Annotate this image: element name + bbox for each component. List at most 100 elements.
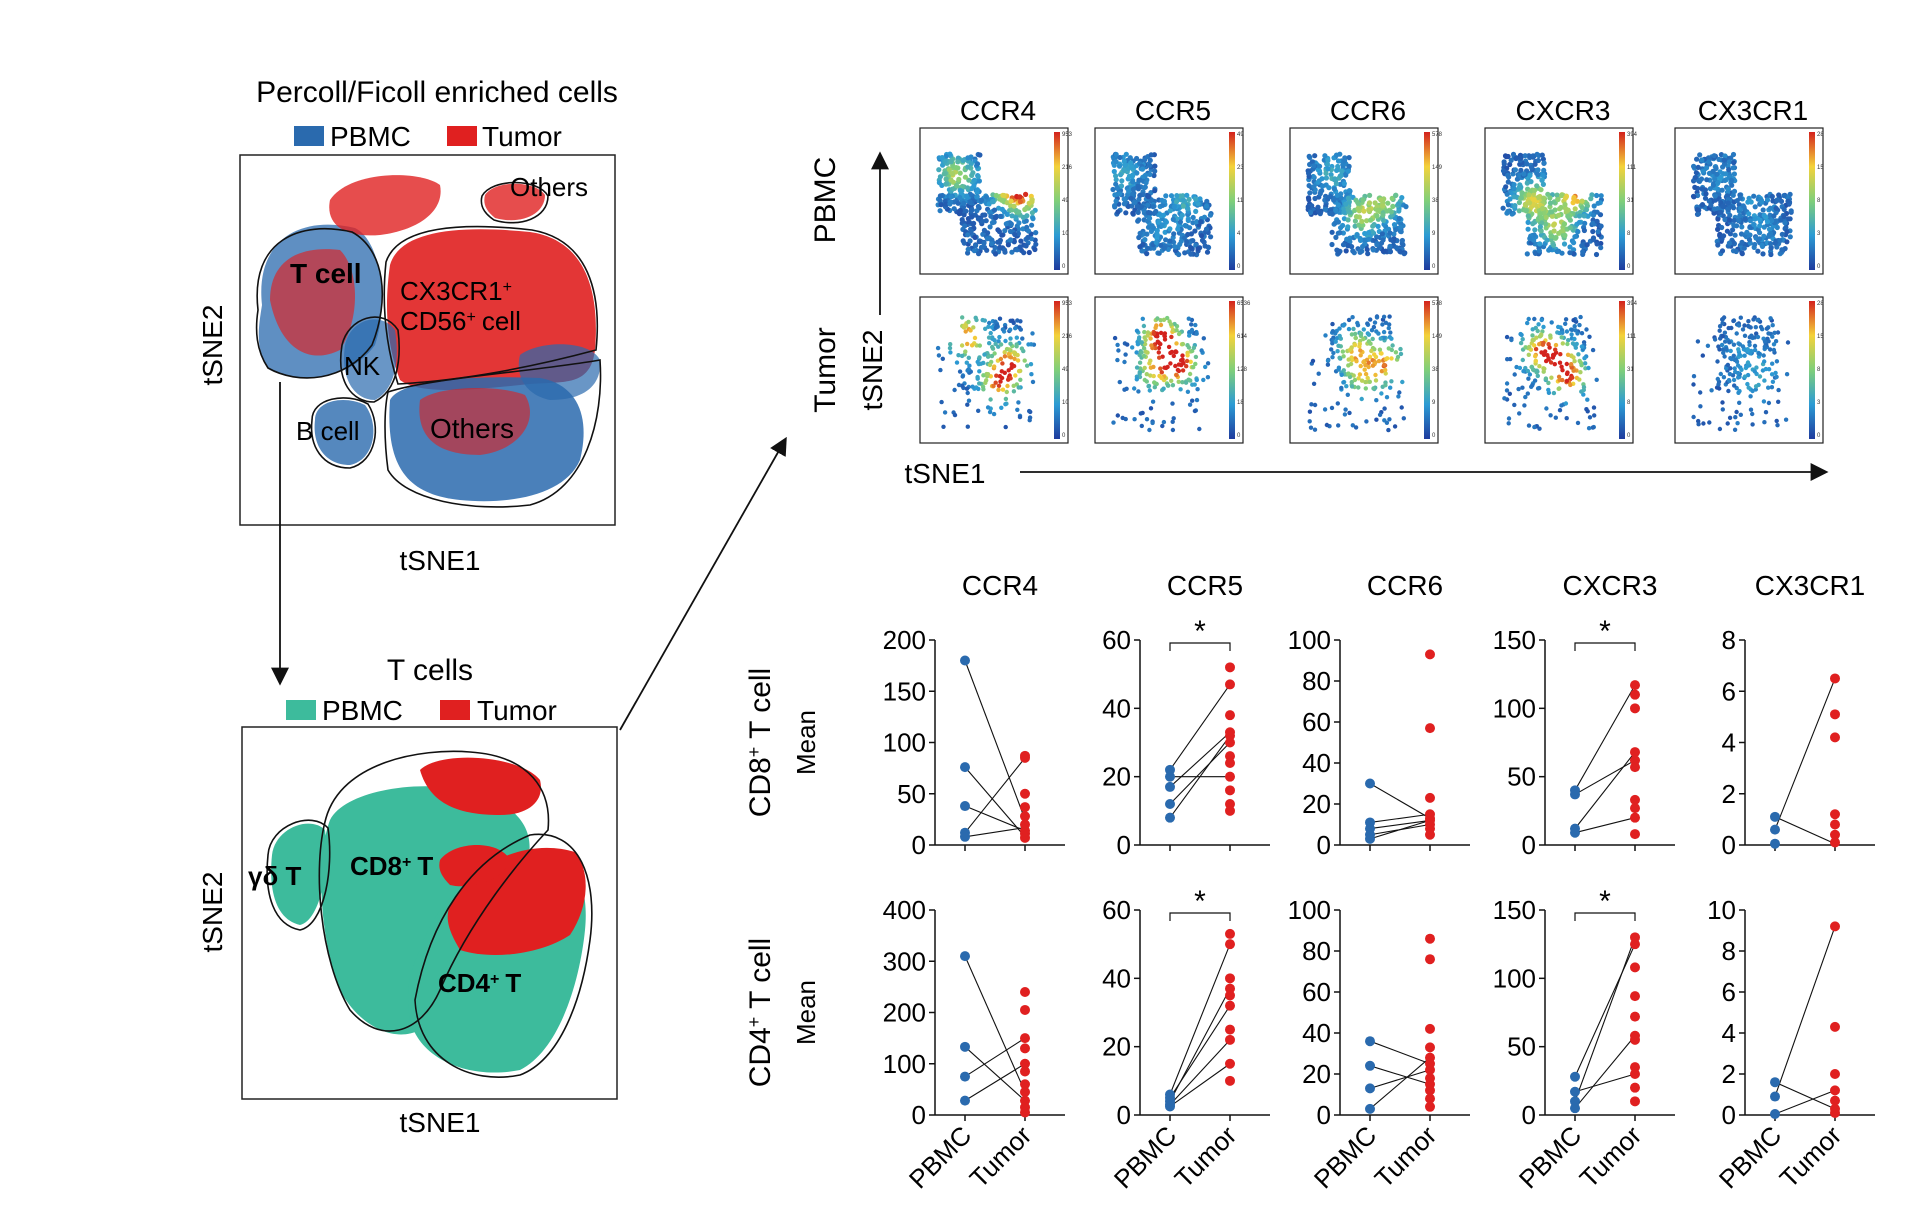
dotplot-row-label-cd4: CD4+ T cell — [744, 938, 777, 1087]
panel-b-cloud-gd — [271, 823, 327, 925]
point-tumor — [1830, 1107, 1840, 1118]
point-tumor — [1425, 723, 1435, 734]
heatmap-colorbar-tick: 0 — [1817, 433, 1821, 439]
heatmap-colorbar — [1054, 301, 1060, 439]
x-tick-label-tumor: Tumor — [1774, 1120, 1848, 1194]
point-tumor — [1630, 1011, 1640, 1022]
y-tick-label: 40 — [1302, 748, 1331, 778]
x-tick-label-tumor: Tumor — [1574, 1120, 1648, 1194]
heatmap-panel-tumor-ccr4: 953 216 49 10 0 — [919, 296, 1073, 444]
y-tick-label: 0 — [1317, 1100, 1331, 1130]
y-tick-label: 100 — [883, 728, 926, 758]
y-tick-label: 60 — [1102, 625, 1131, 655]
y-tick-label: 4 — [1722, 728, 1736, 758]
pair-line — [1169, 742, 1231, 805]
cluster-label-tcell: T cell — [290, 258, 362, 289]
y-tick-label: 8 — [1722, 625, 1736, 655]
heatmap-cells — [1111, 315, 1211, 433]
point-pbmc — [1165, 764, 1175, 775]
heatmap-colorbar-tick: 0 — [1817, 264, 1821, 270]
pair-line — [1369, 813, 1431, 823]
dotplot-col-title-ccr4: CCR4 — [962, 570, 1038, 601]
point-tumor — [1830, 709, 1840, 720]
heatmap-panel-tumor-cx3cr1: 28 15 8 3 0 — [1674, 296, 1824, 444]
point-tumor — [1225, 805, 1235, 816]
panel-b: T cells PBMC Tumor γδ T CD8+ T CD4+ T tSNE… — [197, 654, 618, 1138]
y-tick-label: 20 — [1102, 762, 1131, 792]
point-tumor — [1425, 1101, 1435, 1112]
panel-a-cloud-nk — [344, 319, 397, 400]
y-tick-label: 200 — [883, 998, 926, 1028]
point-pbmc — [1570, 1071, 1580, 1082]
heatmap-colorbar-tick: 953 — [1062, 132, 1073, 138]
panel-a-cloud-top — [329, 175, 441, 236]
point-tumor — [1225, 1058, 1235, 1069]
heatmap-colorbar-tick: 8 — [1627, 231, 1631, 237]
heatmap-colorbar-tick: 128 — [1237, 367, 1248, 373]
pair-line — [1369, 1040, 1431, 1065]
panel-b-gates — [266, 750, 593, 1078]
panel-a-cluster-labels: Others T cell CX3CR1+ CD56+ cell NK B cel… — [290, 172, 588, 446]
y-tick-label: 0 — [1522, 830, 1536, 860]
pair-line — [964, 955, 1026, 1093]
heatmap-colorbar-tick: 216 — [1062, 334, 1073, 340]
pair-line — [1169, 731, 1231, 788]
heatmap-col-title-cxcr3: CXCR3 — [1516, 95, 1611, 126]
point-tumor — [1830, 837, 1840, 848]
point-tumor — [1630, 755, 1640, 766]
heatmap-cells — [1500, 151, 1604, 258]
point-tumor — [1425, 1064, 1435, 1075]
x-tick-label-pbmc: PBMC — [1308, 1120, 1382, 1194]
point-pbmc — [960, 1041, 970, 1052]
y-tick-label: 0 — [1117, 1100, 1131, 1130]
dotplot-cd8-t-cellccr6: 0 20 40 60 80 100 — [1288, 625, 1470, 860]
point-tumor — [1020, 1107, 1030, 1118]
point-tumor — [1425, 1085, 1435, 1096]
significance-bracket — [1574, 912, 1636, 921]
point-pbmc — [1770, 811, 1780, 822]
pair-line — [1774, 816, 1836, 845]
pair-line — [964, 660, 1026, 820]
heatmap-colorbar — [1424, 132, 1430, 270]
heatmap-colorbar — [1229, 132, 1235, 270]
heatmap-panel-pbmc-ccr5: 49 23 11 4 0 — [1094, 127, 1244, 275]
point-pbmc — [960, 655, 970, 666]
heatmap-colorbar-tick: 49 — [1062, 198, 1069, 204]
panel-a-ylabel: tSNE2 — [197, 305, 228, 386]
heatmap-col-title-ccr6: CCR6 — [1330, 95, 1406, 126]
heatmap-colorbar-tick: 23 — [1237, 165, 1244, 171]
y-tick-label: 50 — [1507, 1032, 1536, 1062]
point-tumor — [1630, 1096, 1640, 1107]
pair-line — [1574, 1073, 1636, 1093]
point-tumor — [1225, 751, 1235, 762]
panel-a-title: Percoll/Ficoll enriched cells — [256, 76, 618, 109]
y-tick-label: 60 — [1302, 707, 1331, 737]
point-tumor — [1830, 1021, 1840, 1032]
point-tumor — [1830, 673, 1840, 684]
point-tumor — [1225, 1034, 1235, 1045]
dotplot-cd8-t-cellccr5: 0 20 40 60 * — [1102, 615, 1270, 860]
pair-line — [1574, 1035, 1636, 1109]
y-tick-label: 20 — [1102, 1032, 1131, 1062]
pair-line — [1574, 943, 1636, 1077]
heatmap-col-title-cx3cr1: CX3CR1 — [1698, 95, 1808, 126]
heatmap-grid: CCR49532164910095321649100CCR54923114065… — [809, 95, 1829, 489]
heatmap-panel-pbmc-ccr6: 578 149 38 9 0 — [1289, 127, 1443, 275]
y-tick-label: 300 — [883, 946, 926, 976]
heatmap-panel-pbmc-cx3cr1: 28 15 8 3 0 — [1674, 127, 1824, 275]
pair-line — [1369, 1069, 1431, 1089]
point-tumor — [1830, 829, 1840, 840]
gate-cx3cr1 — [383, 225, 599, 385]
y-tick-label: 40 — [1102, 963, 1131, 993]
point-tumor — [1630, 747, 1640, 758]
heatmap-xlabel: tSNE1 — [905, 458, 986, 489]
dot-plots: CCR4 CCR5 CCR6 CXCR3 CX3CR1 CD8+ T cell Mean CD… — [744, 570, 1875, 1194]
pair-line — [1774, 678, 1836, 830]
significance-star: * — [1194, 885, 1206, 918]
point-pbmc — [1570, 789, 1580, 800]
point-tumor — [1225, 983, 1235, 994]
dotplot-cd8-t-cellcx3cr1: 0 2 4 6 8 — [1722, 625, 1875, 860]
panel-a-frame — [239, 154, 616, 526]
heatmap-colorbar — [1229, 301, 1235, 439]
